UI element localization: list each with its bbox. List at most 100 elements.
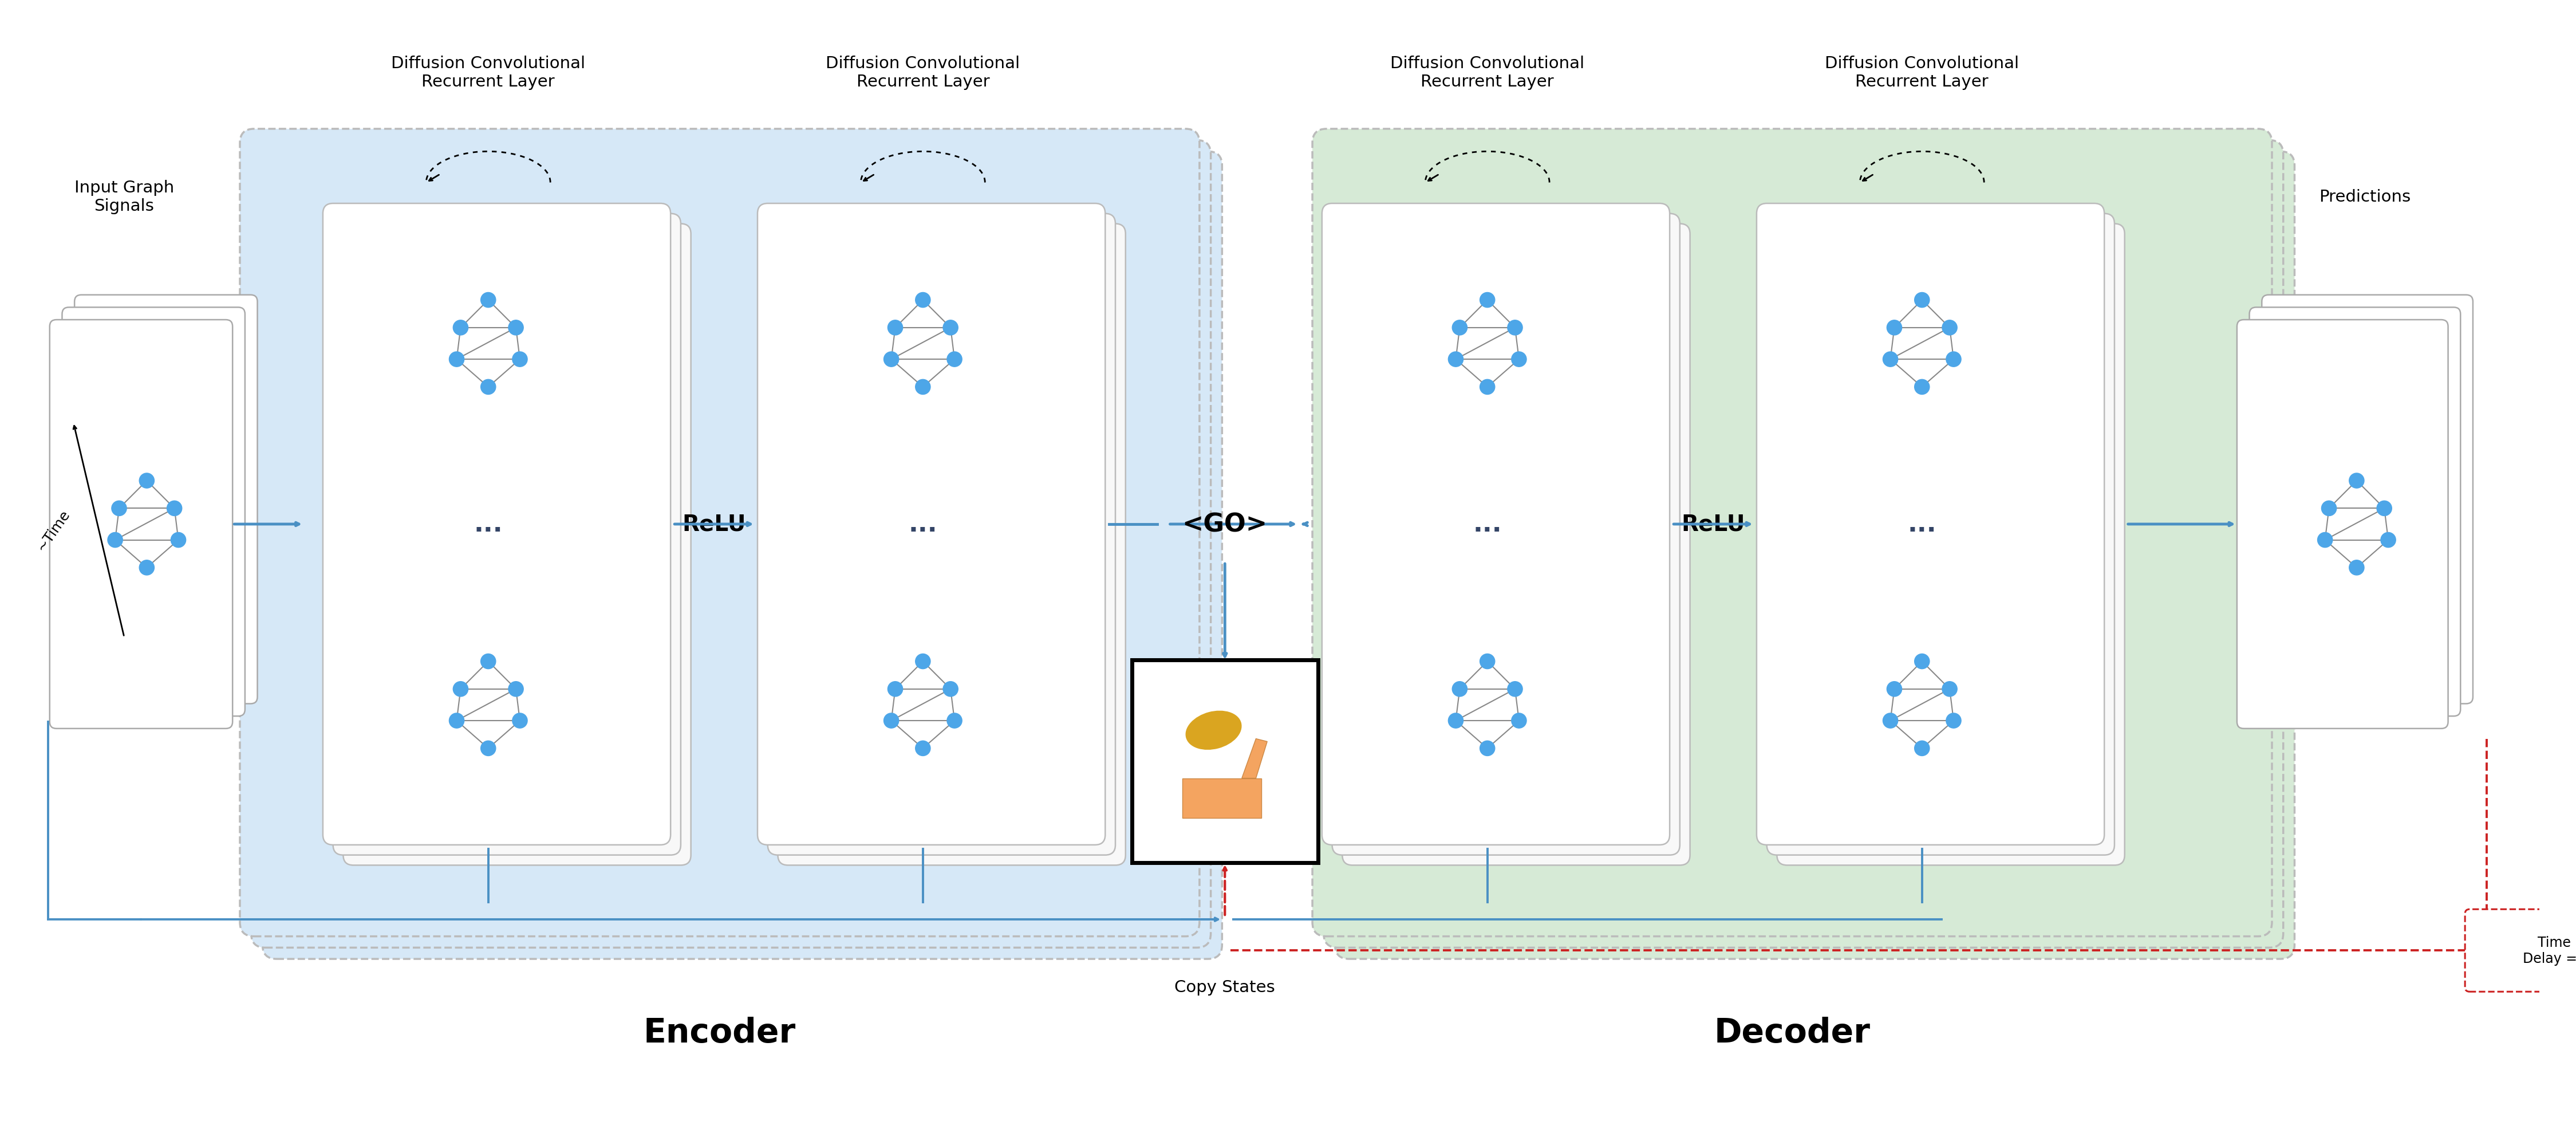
Circle shape [139, 560, 155, 575]
FancyBboxPatch shape [1777, 224, 2125, 865]
Circle shape [1507, 682, 1522, 696]
Circle shape [1479, 292, 1494, 308]
FancyBboxPatch shape [2236, 321, 2447, 729]
Polygon shape [1182, 778, 1262, 818]
Circle shape [889, 682, 902, 696]
Text: Diffusion Convolutional
Recurrent Layer: Diffusion Convolutional Recurrent Layer [1391, 55, 1584, 90]
Circle shape [1886, 321, 1901, 335]
Circle shape [482, 380, 495, 395]
Text: Predictions: Predictions [2318, 189, 2411, 205]
Circle shape [1507, 321, 1522, 335]
Text: Diffusion Convolutional
Recurrent Layer: Diffusion Convolutional Recurrent Layer [392, 55, 585, 90]
Text: ReLU: ReLU [683, 513, 747, 536]
FancyBboxPatch shape [2262, 295, 2473, 704]
Text: <GO>: <GO> [1182, 512, 1267, 537]
Circle shape [943, 321, 958, 335]
Circle shape [1453, 682, 1468, 696]
Circle shape [2380, 533, 2396, 548]
Circle shape [943, 682, 958, 696]
Circle shape [482, 292, 495, 308]
FancyBboxPatch shape [2465, 909, 2576, 992]
FancyBboxPatch shape [75, 295, 258, 704]
Circle shape [1942, 682, 1958, 696]
Circle shape [1448, 352, 1463, 367]
Circle shape [170, 533, 185, 548]
Circle shape [167, 501, 183, 516]
FancyBboxPatch shape [322, 204, 670, 845]
Circle shape [2318, 533, 2331, 548]
Circle shape [948, 352, 961, 367]
FancyBboxPatch shape [240, 129, 1200, 936]
Circle shape [884, 352, 899, 367]
Circle shape [1883, 713, 1899, 728]
FancyBboxPatch shape [1332, 214, 1680, 855]
FancyBboxPatch shape [263, 152, 1221, 958]
Circle shape [453, 682, 469, 696]
Text: Copy States: Copy States [1175, 979, 1275, 996]
Circle shape [1914, 654, 1929, 669]
FancyBboxPatch shape [1324, 141, 2282, 947]
FancyBboxPatch shape [62, 307, 245, 717]
Circle shape [1453, 321, 1468, 335]
Circle shape [1914, 292, 1929, 308]
Circle shape [2349, 560, 2365, 575]
Circle shape [889, 321, 902, 335]
Circle shape [2349, 474, 2365, 488]
Circle shape [1512, 352, 1528, 367]
Circle shape [1945, 713, 1960, 728]
FancyBboxPatch shape [768, 214, 1115, 855]
Circle shape [482, 654, 495, 669]
Circle shape [1942, 321, 1958, 335]
Circle shape [111, 501, 126, 516]
Circle shape [2321, 501, 2336, 516]
FancyBboxPatch shape [778, 224, 1126, 865]
FancyBboxPatch shape [1757, 204, 2105, 845]
Circle shape [1448, 713, 1463, 728]
Circle shape [507, 682, 523, 696]
Circle shape [1886, 682, 1901, 696]
Circle shape [914, 741, 930, 756]
Polygon shape [1242, 739, 1267, 778]
Text: Time
Delay =1: Time Delay =1 [2522, 936, 2576, 965]
Text: Encoder: Encoder [644, 1016, 796, 1048]
FancyBboxPatch shape [332, 214, 680, 855]
Text: ...: ... [474, 512, 502, 537]
Text: Diffusion Convolutional
Recurrent Layer: Diffusion Convolutional Recurrent Layer [827, 55, 1020, 90]
Circle shape [914, 380, 930, 395]
Circle shape [914, 654, 930, 669]
Circle shape [507, 321, 523, 335]
FancyBboxPatch shape [49, 321, 232, 729]
FancyBboxPatch shape [1131, 660, 1319, 863]
Circle shape [453, 321, 469, 335]
Circle shape [448, 713, 464, 728]
Circle shape [448, 352, 464, 367]
Circle shape [1945, 352, 1960, 367]
Text: ~Time: ~Time [33, 507, 72, 554]
Circle shape [1512, 713, 1528, 728]
Circle shape [1479, 741, 1494, 756]
FancyBboxPatch shape [757, 204, 1105, 845]
Text: ...: ... [1906, 512, 1937, 537]
Circle shape [1914, 380, 1929, 395]
Text: ReLU: ReLU [1682, 513, 1744, 536]
Circle shape [1479, 654, 1494, 669]
FancyBboxPatch shape [343, 224, 690, 865]
Circle shape [482, 741, 495, 756]
Text: Decoder: Decoder [1713, 1016, 1870, 1048]
FancyBboxPatch shape [2249, 307, 2460, 717]
Circle shape [1914, 741, 1929, 756]
Circle shape [1883, 352, 1899, 367]
Circle shape [914, 292, 930, 308]
Circle shape [884, 713, 899, 728]
Text: ...: ... [1473, 512, 1502, 537]
FancyBboxPatch shape [1767, 214, 2115, 855]
Circle shape [513, 352, 528, 367]
Circle shape [108, 533, 124, 548]
FancyBboxPatch shape [252, 141, 1211, 947]
FancyBboxPatch shape [1311, 129, 2272, 936]
Ellipse shape [1185, 711, 1242, 749]
FancyBboxPatch shape [1342, 224, 1690, 865]
FancyBboxPatch shape [1321, 204, 1669, 845]
FancyBboxPatch shape [1334, 152, 2295, 958]
Circle shape [139, 474, 155, 488]
